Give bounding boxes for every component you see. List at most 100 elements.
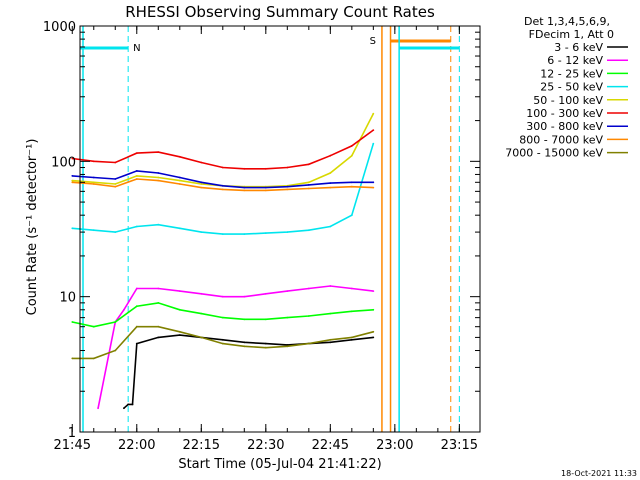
data-point bbox=[264, 186, 267, 189]
data-point bbox=[92, 183, 95, 185]
data-point bbox=[350, 181, 353, 184]
data-point bbox=[114, 183, 117, 185]
data-point bbox=[157, 172, 160, 174]
data-point bbox=[350, 310, 353, 313]
data-point bbox=[221, 188, 224, 191]
data-point bbox=[243, 345, 246, 348]
data-point bbox=[307, 315, 310, 317]
x-tick-label: 22:00 bbox=[118, 438, 155, 453]
data-point bbox=[307, 187, 310, 190]
data-point bbox=[264, 318, 267, 321]
data-point bbox=[135, 287, 138, 290]
legend-entry-label: 800 - 7000 keV bbox=[519, 133, 603, 146]
data-point bbox=[286, 316, 289, 319]
y-tick-label: 1000 bbox=[43, 20, 76, 35]
data-point bbox=[372, 142, 375, 145]
data-point bbox=[71, 321, 74, 323]
legend-entry-label: 50 - 100 keV bbox=[533, 94, 603, 107]
data-point bbox=[200, 292, 203, 295]
data-point bbox=[200, 183, 203, 185]
data-point bbox=[221, 316, 224, 319]
data-point bbox=[350, 185, 353, 188]
data-point bbox=[157, 176, 160, 179]
night-label: N bbox=[133, 43, 140, 54]
data-point bbox=[135, 178, 138, 180]
data-point bbox=[114, 185, 117, 188]
data-point bbox=[372, 181, 375, 184]
data-point bbox=[221, 166, 224, 169]
data-point bbox=[135, 175, 138, 177]
data-point bbox=[329, 225, 332, 228]
data-point bbox=[264, 346, 267, 349]
y-axis-label: Count Rate (s⁻¹ detector⁻¹) bbox=[25, 139, 40, 316]
data-point bbox=[157, 223, 160, 226]
data-point bbox=[92, 160, 95, 163]
data-point bbox=[71, 157, 74, 160]
data-point bbox=[157, 336, 160, 339]
data-point bbox=[329, 186, 332, 189]
data-point bbox=[92, 325, 95, 328]
series-6 bbox=[71, 129, 375, 170]
data-point bbox=[127, 403, 130, 406]
data-point bbox=[221, 233, 224, 236]
data-point bbox=[157, 325, 160, 328]
x-tick-label: 22:30 bbox=[247, 438, 284, 453]
data-point bbox=[123, 308, 125, 311]
data-point bbox=[200, 161, 203, 164]
series-4 bbox=[71, 142, 375, 236]
data-point bbox=[350, 214, 353, 217]
data-point bbox=[350, 287, 353, 290]
data-point bbox=[178, 183, 181, 185]
data-point bbox=[114, 231, 117, 234]
data-point bbox=[71, 227, 74, 230]
series-9 bbox=[71, 325, 375, 360]
data-point bbox=[372, 112, 375, 115]
legend-entry-label: 25 - 50 keV bbox=[540, 81, 603, 94]
legend: Det 1,3,4,5,6,9,FDecim 1, Att 03 - 6 keV… bbox=[505, 15, 628, 160]
data-point bbox=[372, 129, 375, 132]
legend-entry-label: 3 - 6 keV bbox=[554, 41, 603, 54]
x-tick-label: 23:15 bbox=[441, 438, 478, 453]
data-point bbox=[350, 338, 353, 341]
data-point bbox=[286, 188, 289, 191]
data-point bbox=[131, 403, 134, 406]
data-point bbox=[221, 295, 224, 298]
data-point bbox=[92, 357, 95, 360]
data-point bbox=[243, 318, 246, 321]
data-point bbox=[178, 334, 181, 336]
data-point bbox=[114, 321, 117, 323]
data-point bbox=[286, 231, 289, 234]
data-point bbox=[157, 302, 160, 304]
data-point bbox=[135, 325, 138, 328]
data-point bbox=[157, 287, 160, 290]
data-point bbox=[307, 342, 310, 345]
data-point bbox=[114, 161, 117, 164]
data-point bbox=[372, 290, 375, 292]
y-tick-label: 100 bbox=[51, 155, 76, 170]
data-point bbox=[329, 154, 332, 157]
data-point bbox=[178, 176, 181, 179]
data-point bbox=[264, 232, 267, 235]
data-point bbox=[71, 179, 74, 182]
data-point bbox=[200, 336, 203, 339]
data-point bbox=[264, 342, 267, 345]
data-point bbox=[307, 181, 310, 184]
data-point bbox=[135, 342, 138, 345]
data-point bbox=[286, 166, 289, 169]
data-point bbox=[286, 185, 289, 188]
legend-entry-label: 7000 - 15000 keV bbox=[505, 147, 603, 160]
data-point bbox=[135, 170, 138, 172]
data-point bbox=[123, 407, 125, 410]
data-point bbox=[264, 167, 267, 170]
data-point bbox=[243, 233, 246, 236]
data-point bbox=[243, 189, 246, 192]
data-point bbox=[92, 176, 95, 179]
series-3 bbox=[71, 302, 375, 328]
x-tick-label: 22:15 bbox=[183, 438, 220, 453]
data-point bbox=[71, 175, 74, 177]
data-point bbox=[221, 184, 224, 187]
data-point bbox=[286, 290, 289, 292]
data-point bbox=[243, 341, 246, 344]
